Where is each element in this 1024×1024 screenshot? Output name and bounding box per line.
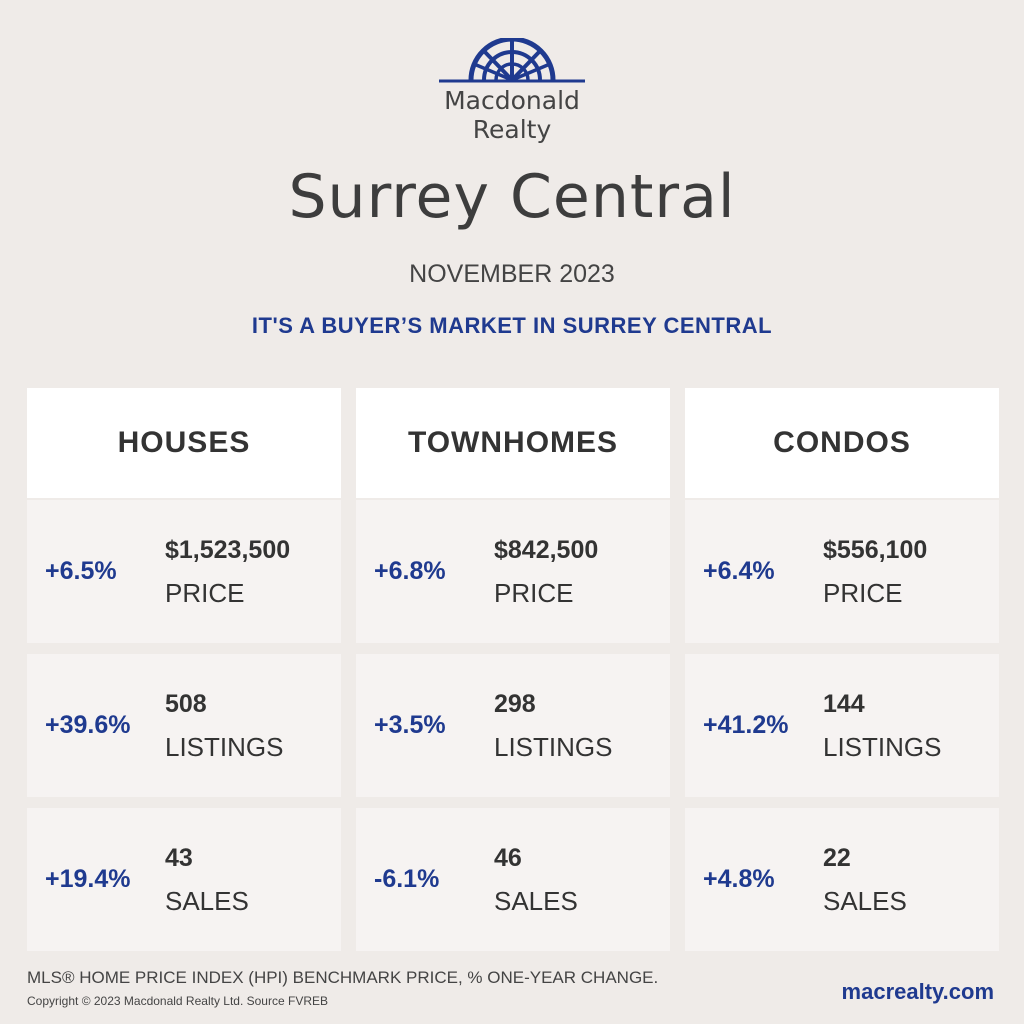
stat-card-listings: +3.5% 298 LISTINGS (356, 654, 670, 797)
fan-window-icon (439, 38, 585, 83)
brand-name-line2: Realty (472, 115, 552, 144)
stat-value: $1,523,500 (165, 536, 291, 564)
houses-column: HOUSES +6.5% $1,523,500 PRICE +39.6% 508… (27, 388, 341, 951)
stat-card-sales: +19.4% 43 SALES (27, 808, 341, 951)
pct-change: +19.4% (45, 865, 131, 893)
pct-change: +41.2% (703, 711, 789, 739)
stat-card-price: +6.4% $556,100 PRICE (685, 500, 999, 643)
stat-label: PRICE (165, 578, 245, 608)
townhomes-column: TOWNHOMES +6.8% $842,500 PRICE +3.5% 298… (356, 388, 670, 951)
stat-label: SALES (823, 886, 907, 916)
stat-card-sales: -6.1% 46 SALES (356, 808, 670, 951)
stat-value: $842,500 (494, 536, 599, 564)
stat-card-price: +6.8% $842,500 PRICE (356, 500, 670, 643)
website-link[interactable]: macrealty.com (841, 979, 994, 1004)
pct-change: +6.8% (374, 557, 446, 585)
stat-label: SALES (494, 886, 578, 916)
footnote: MLS® HOME PRICE INDEX (HPI) BENCHMARK PR… (27, 968, 659, 987)
pct-change: +3.5% (374, 711, 446, 739)
pct-change: +6.5% (45, 557, 117, 585)
brand-logo: Macdonald Realty (0, 38, 1024, 144)
page-title: Surrey Central (288, 162, 736, 232)
pct-change: +4.8% (703, 865, 775, 893)
stat-value: 22 (823, 844, 851, 872)
stat-value: 46 (494, 844, 522, 872)
brand-name-line1: Macdonald (444, 86, 580, 115)
stat-label: PRICE (823, 578, 903, 608)
stat-value: $556,100 (823, 536, 928, 564)
stat-label: LISTINGS (165, 732, 284, 762)
stat-card-sales: +4.8% 22 SALES (685, 808, 999, 951)
stat-label: LISTINGS (494, 732, 613, 762)
condos-column: CONDOS +6.4% $556,100 PRICE +41.2% 144 L… (685, 388, 999, 951)
stat-value: 298 (494, 690, 536, 718)
stat-label: LISTINGS (823, 732, 942, 762)
pct-change: +39.6% (45, 711, 131, 739)
stat-value: 43 (165, 844, 193, 872)
pct-change: +6.4% (703, 557, 775, 585)
brand-name: Macdonald Realty (0, 86, 1024, 144)
stat-label: SALES (165, 886, 249, 916)
stat-card-listings: +39.6% 508 LISTINGS (27, 654, 341, 797)
stat-card-listings: +41.2% 144 LISTINGS (685, 654, 999, 797)
column-title: TOWNHOMES (356, 388, 670, 498)
column-title: HOUSES (27, 388, 341, 498)
stat-card-price: +6.5% $1,523,500 PRICE (27, 500, 341, 643)
copyright-text: Copyright © 2023 Macdonald Realty Ltd. S… (27, 994, 328, 1008)
report-month: NOVEMBER 2023 (409, 260, 615, 288)
market-headline: IT'S A BUYER’S MARKET IN SURREY CENTRAL (251, 313, 773, 338)
pct-change: -6.1% (374, 865, 440, 893)
stat-value: 508 (165, 690, 207, 718)
stat-value: 144 (823, 690, 865, 718)
stat-label: PRICE (494, 578, 574, 608)
column-title: CONDOS (685, 388, 999, 498)
